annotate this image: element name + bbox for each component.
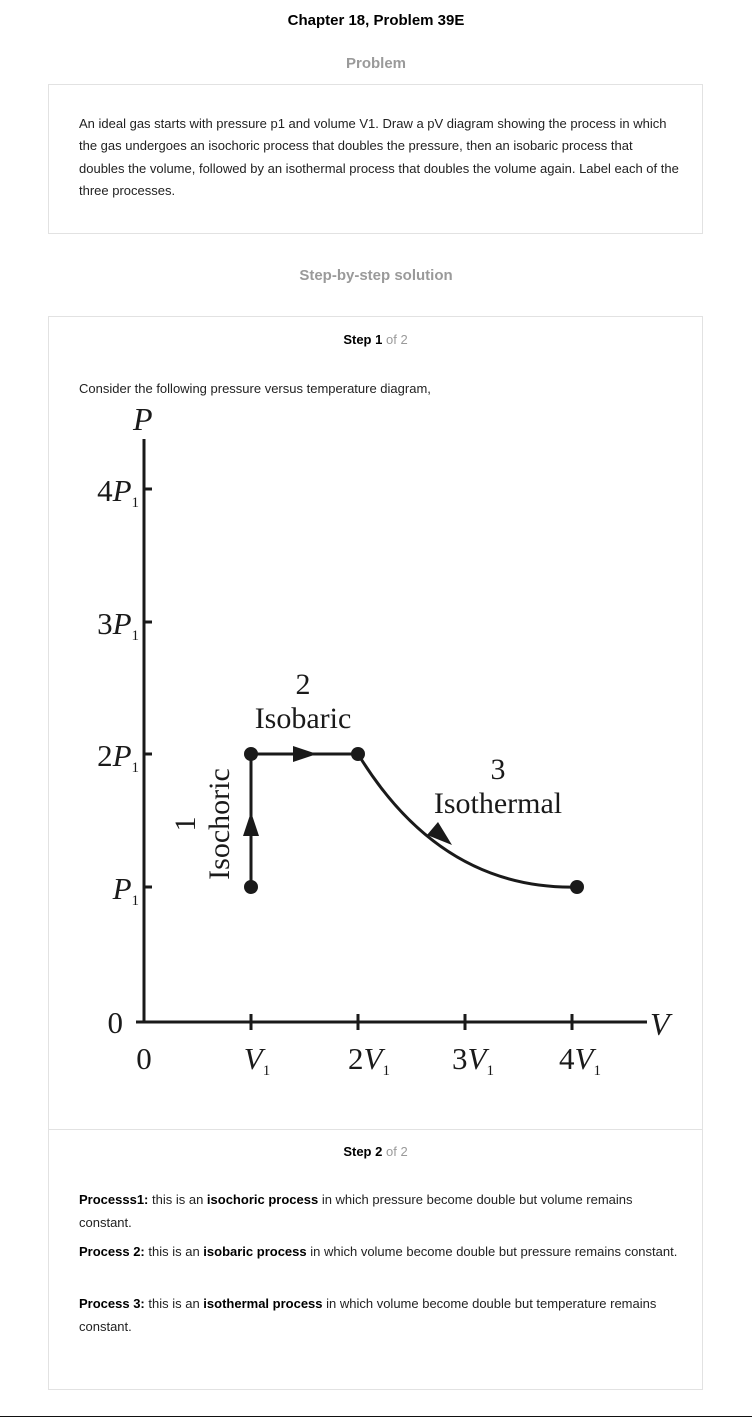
step-divider: [49, 1129, 702, 1130]
x-tick-label-2v1: 2V1: [348, 1041, 390, 1079]
process-3-label: Process 3:: [79, 1296, 145, 1311]
process-3-number: 3: [491, 753, 506, 786]
process-2-arrow-icon: [293, 746, 317, 762]
problem-text: An ideal gas starts with pressure p1 and…: [79, 116, 679, 198]
x-tick-label-v1: V1: [244, 1041, 270, 1079]
process-2-pre: this is an: [144, 1244, 204, 1259]
process-2-term: isobaric process: [203, 1244, 307, 1259]
process-2-name: Isobaric: [255, 702, 352, 735]
chapter-title: Chapter 18, Problem 39E: [287, 12, 465, 29]
state-point-4: [570, 880, 584, 894]
process-3-post: in which volume become double but temper…: [79, 1296, 657, 1334]
process-2-post: in which volume become double but pressu…: [306, 1244, 678, 1259]
step-2-label: Step 2 of 2: [49, 1144, 702, 1159]
problem-heading: Problem: [345, 55, 406, 72]
process-1-arrow-icon: [243, 812, 259, 836]
process-3-description: Process 3: this is an isothermal process…: [79, 1293, 679, 1338]
step-1-intro: Consider the following pressure versus t…: [79, 381, 431, 396]
y-tick-label-3p1: 3P1: [97, 606, 139, 644]
process-1-name: Isochoric: [203, 768, 236, 880]
y-tick-label-0: 0: [108, 1005, 124, 1040]
process-3-pre: this is an: [144, 1296, 204, 1311]
process-3-curve: [356, 753, 578, 889]
state-point-2: [244, 747, 258, 761]
step-2-number: 2: [375, 1144, 383, 1159]
y-tick-label-p1: P1: [112, 871, 139, 909]
y-tick-label-4p1: 4P1: [97, 473, 139, 511]
solution-box: Step 1 of 2 Consider the following press…: [48, 316, 703, 1390]
step-2-of: of 2: [385, 1144, 408, 1159]
x-axis-label: V: [650, 1006, 673, 1042]
process-3-name: Isothermal: [434, 787, 562, 820]
step-2-word: Step: [343, 1144, 372, 1159]
x-tick-label-0: 0: [136, 1041, 152, 1076]
process-2-label: Process 2:: [79, 1244, 145, 1259]
pv-diagram: P V 4P1 3P1 2P1 P1 0 0 V1 2V1 3V1 4V1: [97, 402, 673, 1079]
process-3-term: isothermal process: [203, 1296, 323, 1311]
process-3-arrow-icon: [427, 822, 452, 845]
process-1-label: Processs1:: [79, 1192, 149, 1207]
problem-box: An ideal gas starts with pressure p1 and…: [48, 84, 703, 234]
step-1-label: Step 1 of 2: [49, 332, 702, 347]
step-1-word: Step: [343, 332, 372, 347]
process-1-description: Processs1: this is an isochoric process …: [79, 1189, 679, 1234]
y-tick-label-2p1: 2P1: [97, 738, 139, 776]
step-1-number: 1: [375, 332, 383, 347]
process-2-description: Process 2: this is an isobaric process i…: [79, 1241, 679, 1264]
solution-heading: Step-by-step solution: [299, 267, 453, 284]
state-point-1: [244, 880, 258, 894]
process-2-number: 2: [296, 668, 311, 701]
x-tick-label-4v1: 4V1: [559, 1041, 601, 1079]
y-axis-label: P: [132, 402, 153, 437]
step-1-of: of 2: [385, 332, 408, 347]
process-1-number: 1: [169, 817, 202, 832]
state-point-3: [351, 747, 365, 761]
process-1-term: isochoric process: [206, 1192, 319, 1207]
process-1-post: in which pressure become double but volu…: [79, 1192, 633, 1230]
x-tick-label-3v1: 3V1: [452, 1041, 494, 1079]
process-1-pre: this is an: [148, 1192, 207, 1207]
